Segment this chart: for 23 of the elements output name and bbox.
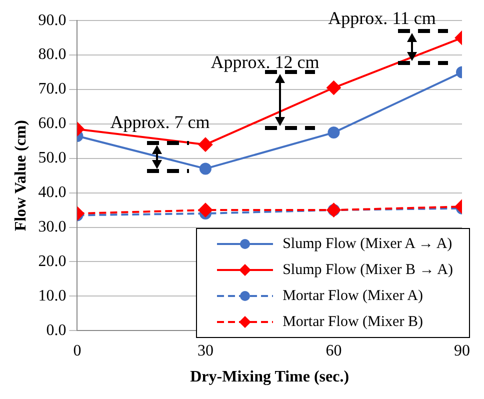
x-tick-label: 90	[454, 342, 470, 360]
y-tick-label: 40.0	[38, 184, 66, 202]
y-tick-label: 60.0	[38, 115, 66, 132]
annotation: Approx. 7 cm	[110, 112, 210, 132]
y-tick-label: 80.0	[38, 46, 66, 64]
y-tick-label: 10.0	[38, 287, 66, 304]
annotation: Approx. 12 cm	[210, 52, 320, 72]
legend-label: Mortar Flow (Mixer A)	[282, 288, 423, 304]
x-tick-label: 30	[197, 342, 214, 360]
y-tick-label: 50.0	[38, 150, 66, 167]
x-axis-title: Dry-Mixing Time (sec.)	[190, 368, 350, 386]
legend-label: Mortar Flow (Mixer B)	[282, 314, 423, 330]
x-tick-label: 60	[326, 342, 342, 360]
y-tick-label: 30.0	[38, 218, 66, 236]
y-tick-label: 70.0	[38, 80, 66, 98]
x-tick-label: 0	[73, 342, 82, 360]
y-axis-title: Flow Value (cm)	[12, 120, 30, 232]
annotation: Approx. 11 cm	[328, 8, 436, 28]
legend-label: Slump Flow (Mixer A → A)	[282, 236, 452, 252]
legend-label: Slump Flow (Mixer B → A)	[282, 262, 453, 278]
y-tick-label: 0.0	[46, 322, 66, 339]
y-tick-label: 90.0	[38, 12, 66, 29]
y-tick-label: 20.0	[38, 252, 66, 270]
